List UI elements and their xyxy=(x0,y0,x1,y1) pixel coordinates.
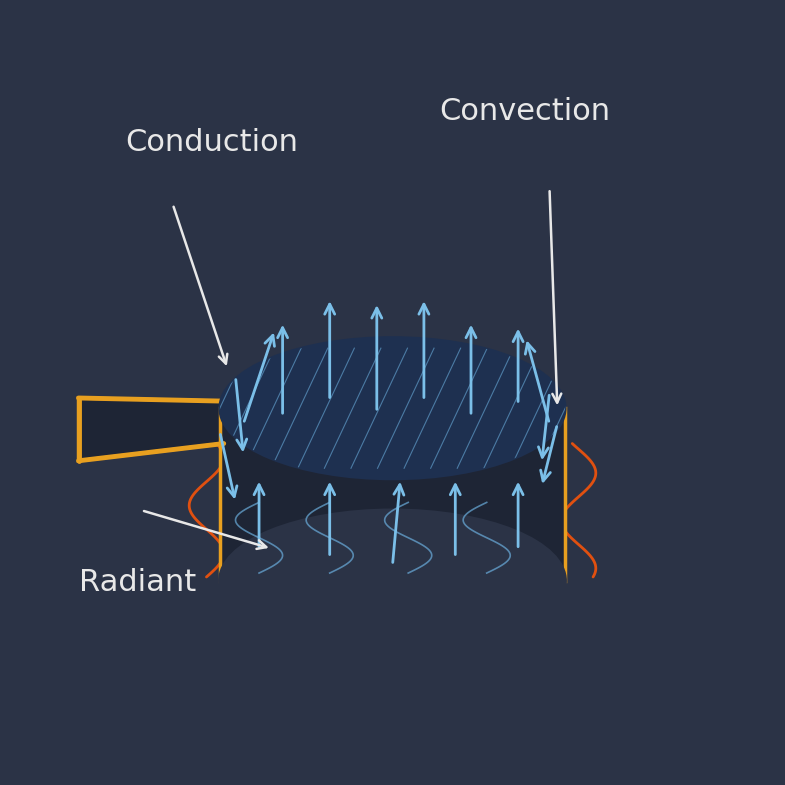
Polygon shape xyxy=(220,408,565,581)
Ellipse shape xyxy=(220,338,565,479)
Ellipse shape xyxy=(220,510,565,652)
Text: Conduction: Conduction xyxy=(126,128,298,157)
Polygon shape xyxy=(78,398,224,461)
Text: Radiant: Radiant xyxy=(78,568,195,597)
Text: Convection: Convection xyxy=(440,97,611,126)
